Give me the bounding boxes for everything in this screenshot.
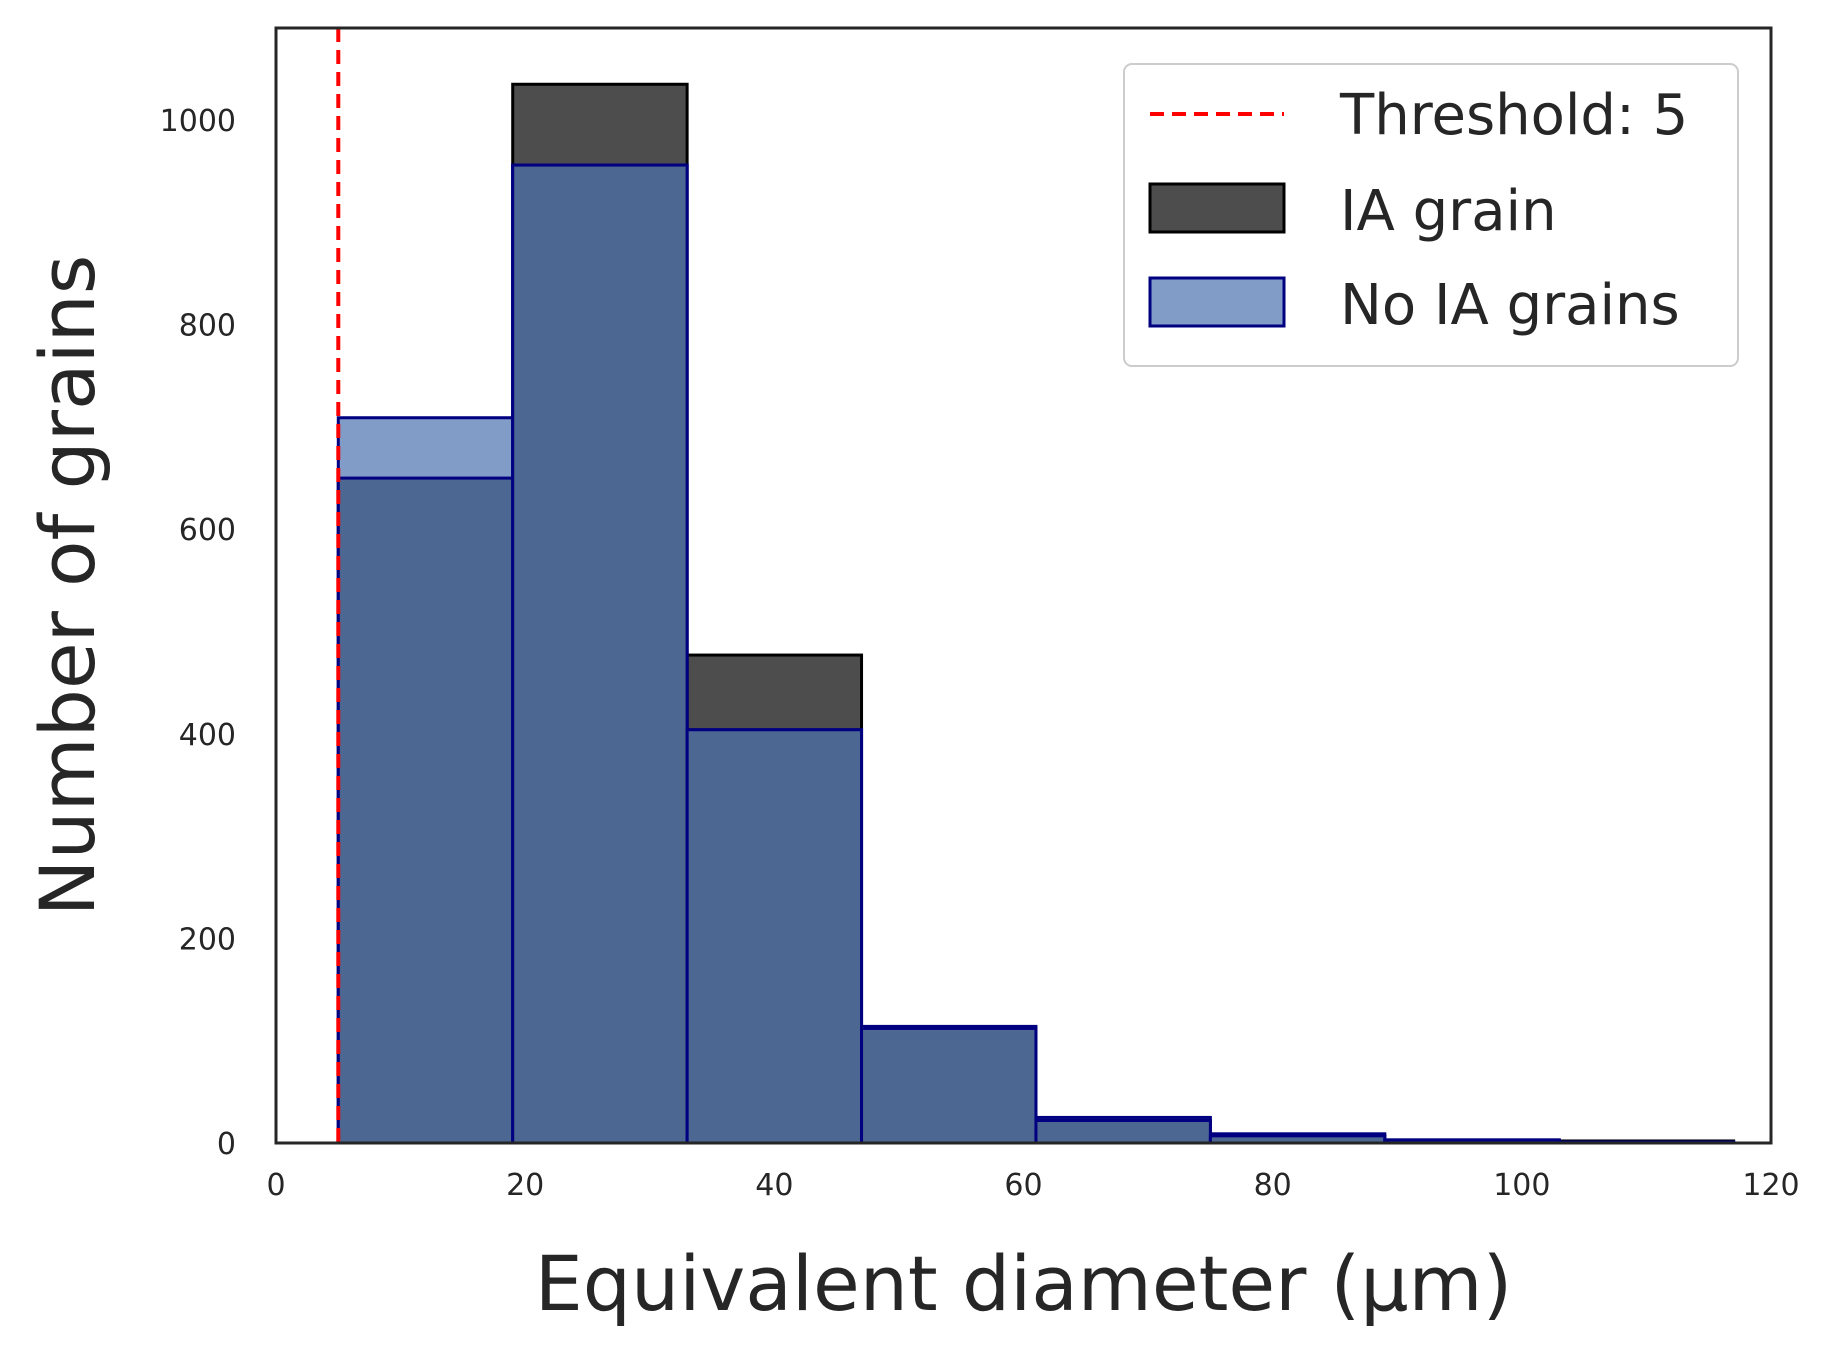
legend-threshold-label: Threshold: 5	[1339, 83, 1688, 148]
x-axis: 0 20 40 60 80 100 120	[266, 1168, 1799, 1203]
bar-overlap	[1034, 1118, 1212, 1145]
y-tick-label: 0	[217, 1127, 236, 1162]
x-tick-label: 0	[266, 1168, 285, 1203]
bar-overlap	[511, 163, 689, 1145]
x-tick-label: 20	[506, 1168, 544, 1203]
x-tick-label: 40	[755, 1168, 793, 1203]
bar-overlap	[685, 728, 864, 1145]
overlap-bars	[336, 163, 1736, 1145]
legend-no-ia-grains-swatch	[1148, 276, 1286, 328]
y-tick-label: 600	[179, 513, 236, 548]
y-tick-label: 400	[179, 718, 236, 753]
x-tick-label: 60	[1004, 1168, 1042, 1203]
legend-no-ia-grains-label: No IA grains	[1340, 273, 1680, 338]
bar-overlap	[860, 1026, 1038, 1145]
x-tick-label: 120	[1742, 1168, 1799, 1203]
y-tick-label: 200	[179, 922, 236, 957]
x-axis-title: Equivalent diameter (µm)	[535, 1239, 1512, 1328]
y-axis-title: Number of grains	[23, 255, 112, 917]
x-tick-label: 100	[1493, 1168, 1550, 1203]
bar-overlap	[336, 476, 515, 1145]
legend-ia-grain-label: IA grain	[1340, 179, 1557, 244]
y-tick-label: 800	[179, 309, 236, 344]
legend-ia-grain-swatch	[1148, 182, 1286, 234]
plot-frame	[274, 26, 1773, 1145]
x-tick-label: 80	[1254, 1168, 1292, 1203]
y-axis: 0 200 400 600 800 1000	[160, 104, 236, 1162]
y-tick-label: 1000	[160, 104, 236, 139]
legend: Threshold: 5 IA grain No IA grains	[1123, 63, 1739, 367]
